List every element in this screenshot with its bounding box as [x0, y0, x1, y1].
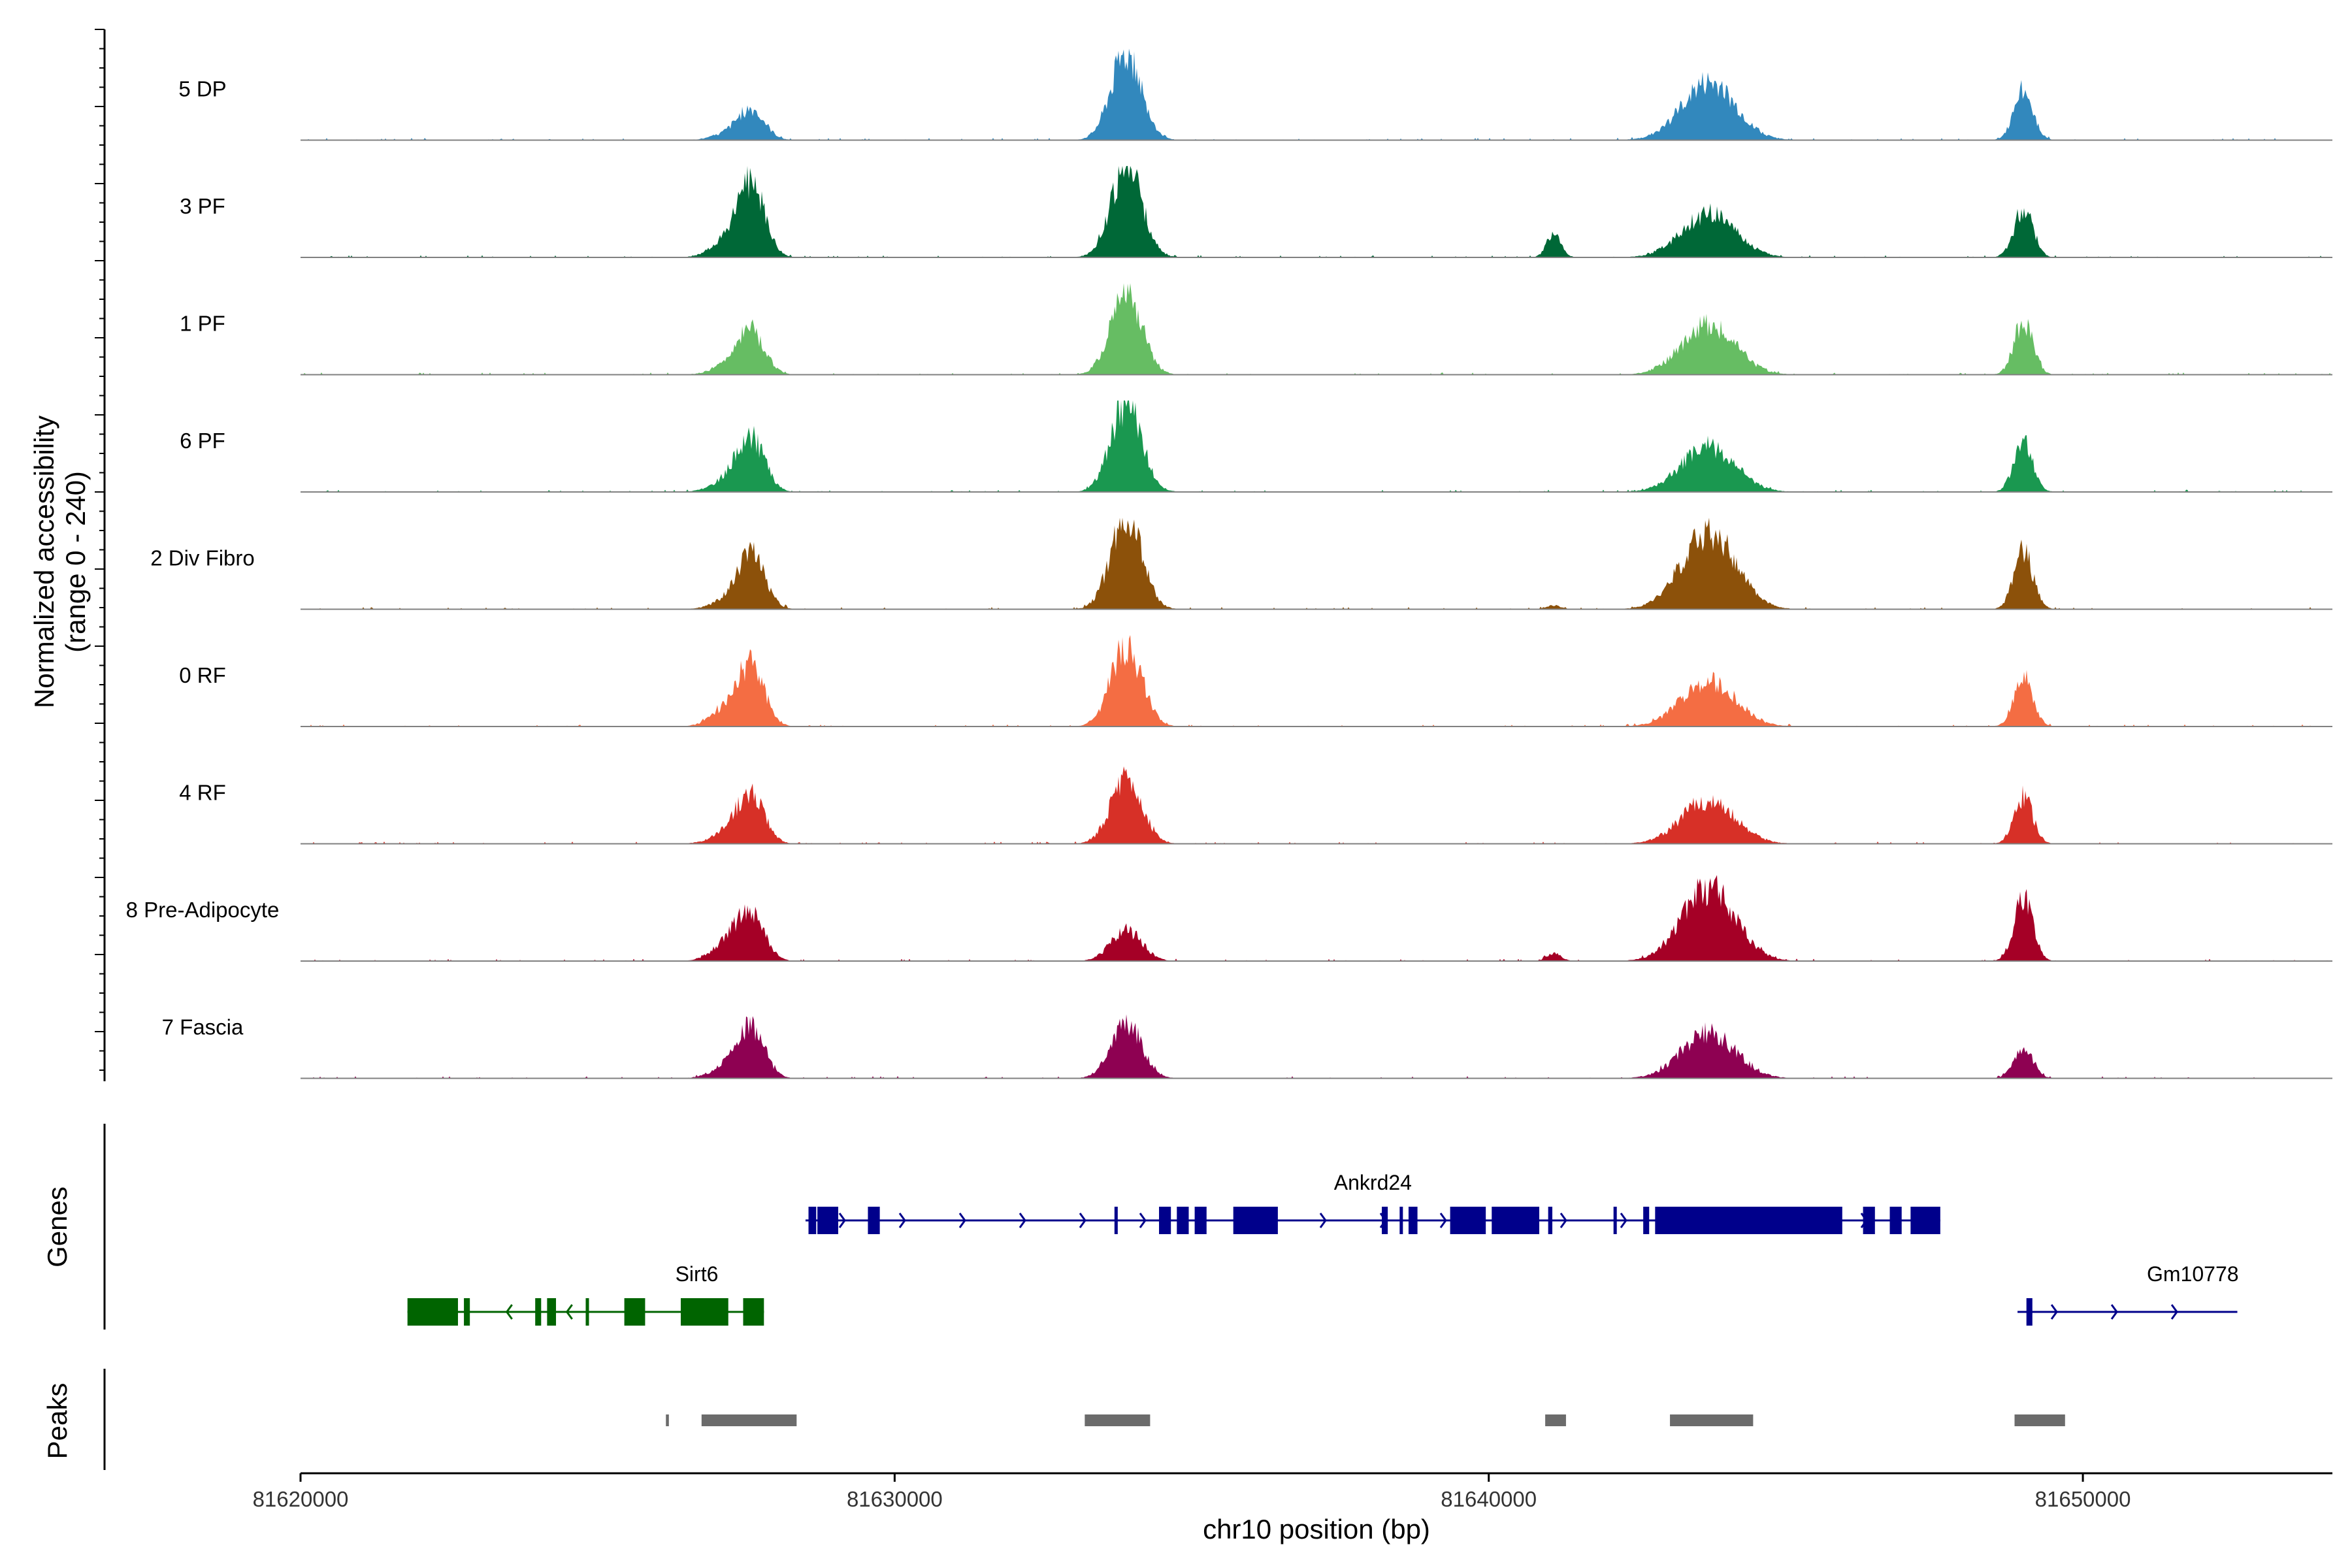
gene-exon — [1863, 1207, 1875, 1234]
gene-exon — [2026, 1298, 2033, 1326]
track-0-rf — [301, 635, 2332, 727]
gene-exon — [1613, 1207, 1617, 1234]
gene-exon — [547, 1298, 557, 1326]
strand-arrow — [2170, 1304, 2178, 1320]
gene-name: Ankrd24 — [1334, 1171, 1412, 1194]
signal-area — [301, 635, 2332, 727]
signal-area — [301, 517, 2332, 610]
signal-area — [301, 48, 2332, 140]
x-axis-title: chr10 position (bp) — [1203, 1514, 1430, 1544]
gene-sirt6: Sirt6 — [407, 1262, 764, 1326]
strand-arrow — [1079, 1213, 1086, 1228]
track-label: 5 DP — [178, 77, 226, 101]
gene-exon — [808, 1207, 817, 1234]
strand-arrow — [898, 1213, 906, 1228]
track-label: 1 PF — [180, 312, 225, 336]
x-tick-label: 81620000 — [253, 1487, 349, 1511]
peak-region — [666, 1414, 669, 1426]
track-label: 6 PF — [180, 429, 225, 453]
strand-arrow — [1439, 1213, 1447, 1228]
track-4-rf — [301, 766, 2332, 845]
track-2-div-fibro — [301, 517, 2332, 610]
track-8-pre-adipocyte — [301, 875, 2332, 962]
peaks-title: Peaks — [42, 1383, 73, 1460]
peak-region — [1545, 1414, 1566, 1426]
y-axis-range: (range 0 - 240) — [60, 471, 91, 653]
gene-exon — [868, 1207, 880, 1234]
gene-exon — [464, 1298, 470, 1326]
gene-exon — [1492, 1207, 1540, 1234]
gene-exon — [817, 1207, 838, 1234]
strand-arrow — [1019, 1213, 1026, 1228]
gene-exon — [1382, 1207, 1388, 1234]
track-label: 7 Fascia — [162, 1015, 244, 1039]
signal-area — [301, 1014, 2332, 1079]
gene-gm10778: Gm10778 — [2017, 1262, 2239, 1326]
signal-area — [301, 166, 2332, 257]
x-axis: 81620000 81630000 81640000 81650000 chr10 p… — [253, 1472, 2332, 1544]
signal-area — [301, 283, 2332, 375]
track-label: 3 PF — [180, 194, 225, 218]
gene-exon — [1233, 1207, 1278, 1234]
peaks-panel: Peaks — [42, 1369, 2065, 1470]
track-label: 4 RF — [179, 781, 226, 805]
peak-region — [1085, 1414, 1151, 1426]
y-axis: Normalized accessibility (range 0 - 240) — [29, 29, 106, 1081]
gene-exon — [1399, 1207, 1403, 1234]
gene-exon — [407, 1298, 458, 1326]
gene-name: Gm10778 — [2147, 1262, 2239, 1286]
tracks-layer — [301, 48, 2332, 1079]
gene-exon — [535, 1298, 542, 1326]
track-5-dp — [301, 48, 2332, 141]
strand-arrow — [1319, 1213, 1327, 1228]
gene-exon — [1548, 1207, 1553, 1234]
peak-region — [1670, 1414, 1754, 1426]
x-tick-label: 81650000 — [2035, 1487, 2131, 1511]
gene-exon — [1177, 1207, 1189, 1234]
gene-name: Sirt6 — [676, 1262, 719, 1286]
signal-area — [301, 875, 2332, 961]
gene-exon — [1194, 1207, 1207, 1234]
y-axis-title: Normalized accessibility — [29, 416, 59, 708]
gene-ankrd24: Ankrd24 — [805, 1171, 1940, 1234]
signal-area — [301, 766, 2332, 844]
gene-exon — [624, 1298, 645, 1326]
gene-exon — [585, 1298, 589, 1326]
gene-exon — [1889, 1207, 1902, 1234]
track-label: 8 Pre-Adipocyte — [126, 898, 280, 922]
track-1-pf — [301, 283, 2332, 376]
peak-region — [2014, 1414, 2065, 1426]
gene-exon — [1655, 1207, 1842, 1234]
strand-arrow — [1139, 1213, 1147, 1228]
strand-arrow — [2110, 1304, 2118, 1320]
gene-exon — [680, 1298, 728, 1326]
strand-arrow — [1620, 1213, 1627, 1228]
track-label: 0 RF — [179, 663, 226, 687]
genes-panel: Genes Ankrd24 Sirt6 Gm10778 — [42, 1124, 2239, 1330]
genes-title: Genes — [42, 1186, 73, 1267]
signal-area — [301, 400, 2332, 492]
gene-exon — [1450, 1207, 1486, 1234]
x-tick-label: 81640000 — [1441, 1487, 1537, 1511]
gene-exon — [1910, 1207, 1940, 1234]
strand-arrow — [838, 1213, 846, 1228]
strand-arrow — [958, 1213, 966, 1228]
strand-arrow — [505, 1304, 513, 1320]
strand-arrow — [2050, 1304, 2058, 1320]
gene-exon — [743, 1298, 764, 1326]
track-labels: 5 DP 3 PF 1 PF 6 PF 2 Div Fibro 0 RF 4 RF 8 Pre… — [126, 77, 280, 1039]
track-7-fascia — [301, 1014, 2332, 1079]
gene-exon — [1408, 1207, 1418, 1234]
strand-arrow — [1560, 1213, 1567, 1228]
gene-exon — [1114, 1207, 1118, 1234]
x-tick-label: 81630000 — [847, 1487, 943, 1511]
track-6-pf — [301, 400, 2332, 493]
strand-arrow — [565, 1304, 573, 1320]
peak-region — [701, 1414, 797, 1426]
track-3-pf — [301, 166, 2332, 258]
gene-exon — [1643, 1207, 1650, 1234]
track-label: 2 Div Fibro — [150, 546, 255, 570]
gene-exon — [1159, 1207, 1171, 1234]
